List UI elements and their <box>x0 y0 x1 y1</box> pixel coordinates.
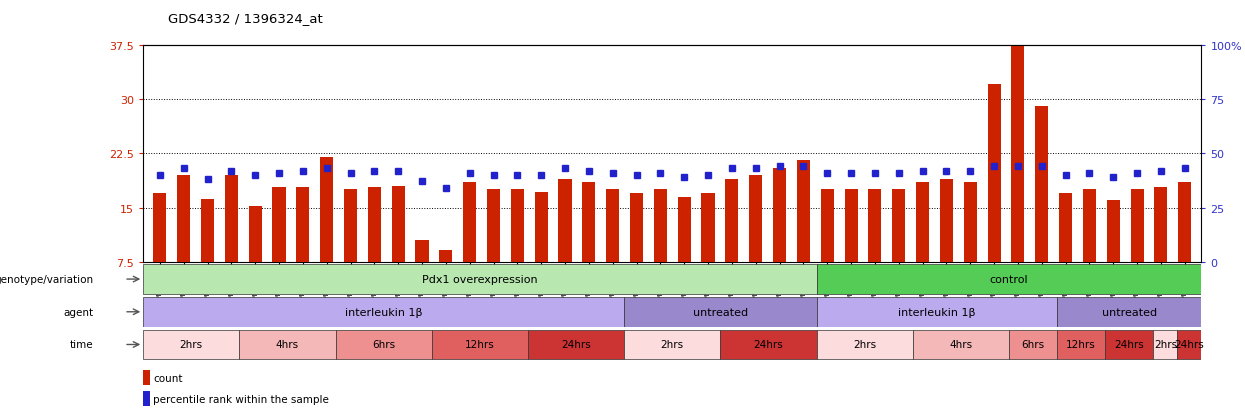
Bar <box>726 179 738 262</box>
Bar <box>868 190 881 262</box>
Bar <box>624 297 817 327</box>
Bar <box>1083 190 1096 262</box>
Bar <box>143 297 624 327</box>
Text: untreated: untreated <box>1102 307 1157 317</box>
Bar <box>817 330 913 359</box>
Text: 24hrs: 24hrs <box>561 339 591 350</box>
Bar <box>940 179 952 262</box>
Bar <box>964 183 977 262</box>
Bar <box>200 199 214 262</box>
Bar <box>1107 201 1119 262</box>
Bar <box>749 176 762 262</box>
Bar <box>344 190 357 262</box>
Bar <box>583 183 595 262</box>
Bar <box>916 183 929 262</box>
Bar <box>1057 297 1201 327</box>
Bar <box>1153 330 1178 359</box>
Text: 12hrs: 12hrs <box>466 339 494 350</box>
Text: 24hrs: 24hrs <box>1114 339 1144 350</box>
Text: Pdx1 overexpression: Pdx1 overexpression <box>422 274 538 285</box>
Bar <box>336 330 432 359</box>
Bar <box>528 330 624 359</box>
Bar <box>1057 330 1106 359</box>
Bar <box>624 330 721 359</box>
Bar <box>1106 330 1153 359</box>
Bar <box>463 183 477 262</box>
Bar <box>893 190 905 262</box>
Text: genotype/variation: genotype/variation <box>0 274 93 285</box>
Text: GDS4332 / 1396324_at: GDS4332 / 1396324_at <box>168 12 322 25</box>
Text: count: count <box>153 373 183 383</box>
Bar <box>817 265 1201 294</box>
Text: interleukin 1β: interleukin 1β <box>898 307 976 317</box>
Bar <box>630 194 644 262</box>
Bar <box>606 190 619 262</box>
Text: 4hrs: 4hrs <box>276 339 299 350</box>
Bar <box>416 240 428 262</box>
Text: 12hrs: 12hrs <box>1066 339 1096 350</box>
Text: 2hrs: 2hrs <box>661 339 684 350</box>
Bar <box>143 330 239 359</box>
Text: control: control <box>990 274 1028 285</box>
Text: 6hrs: 6hrs <box>372 339 395 350</box>
Bar <box>797 161 810 262</box>
Bar <box>677 197 691 262</box>
Bar <box>392 186 405 262</box>
Bar <box>143 265 817 294</box>
Bar <box>1011 45 1025 262</box>
Bar <box>439 250 452 262</box>
Bar <box>510 190 524 262</box>
Text: interleukin 1β: interleukin 1β <box>345 307 422 317</box>
Bar <box>177 176 190 262</box>
Bar <box>701 194 715 262</box>
Text: 2hrs: 2hrs <box>179 339 203 350</box>
Bar <box>1059 194 1072 262</box>
Text: untreated: untreated <box>692 307 748 317</box>
Text: 24hrs: 24hrs <box>1174 339 1204 350</box>
Bar <box>1035 107 1048 262</box>
Text: 6hrs: 6hrs <box>1021 339 1045 350</box>
Bar <box>654 190 667 262</box>
Bar <box>487 190 500 262</box>
Bar <box>249 206 261 262</box>
Text: time: time <box>70 339 93 350</box>
Bar <box>817 297 1057 327</box>
Bar <box>1008 330 1057 359</box>
Bar <box>296 188 310 262</box>
Text: 24hrs: 24hrs <box>753 339 783 350</box>
Bar <box>559 179 571 262</box>
Bar <box>273 188 285 262</box>
Bar <box>153 194 167 262</box>
Bar <box>225 176 238 262</box>
Text: percentile rank within the sample: percentile rank within the sample <box>153 394 329 404</box>
Bar <box>987 85 1001 262</box>
Bar <box>844 190 858 262</box>
Bar <box>1178 330 1201 359</box>
Bar <box>1154 188 1168 262</box>
Bar <box>721 330 817 359</box>
Bar <box>367 188 381 262</box>
Bar <box>773 169 786 262</box>
Bar <box>239 330 336 359</box>
Text: 2hrs: 2hrs <box>1154 339 1177 350</box>
Bar <box>534 192 548 262</box>
Bar <box>913 330 1008 359</box>
Bar <box>1178 183 1191 262</box>
Text: 2hrs: 2hrs <box>853 339 876 350</box>
Text: 4hrs: 4hrs <box>950 339 972 350</box>
Bar <box>143 391 151 406</box>
Bar <box>432 330 528 359</box>
Bar <box>820 190 834 262</box>
Text: agent: agent <box>63 307 93 317</box>
Bar <box>143 370 151 385</box>
Bar <box>320 157 334 262</box>
Bar <box>1130 190 1144 262</box>
